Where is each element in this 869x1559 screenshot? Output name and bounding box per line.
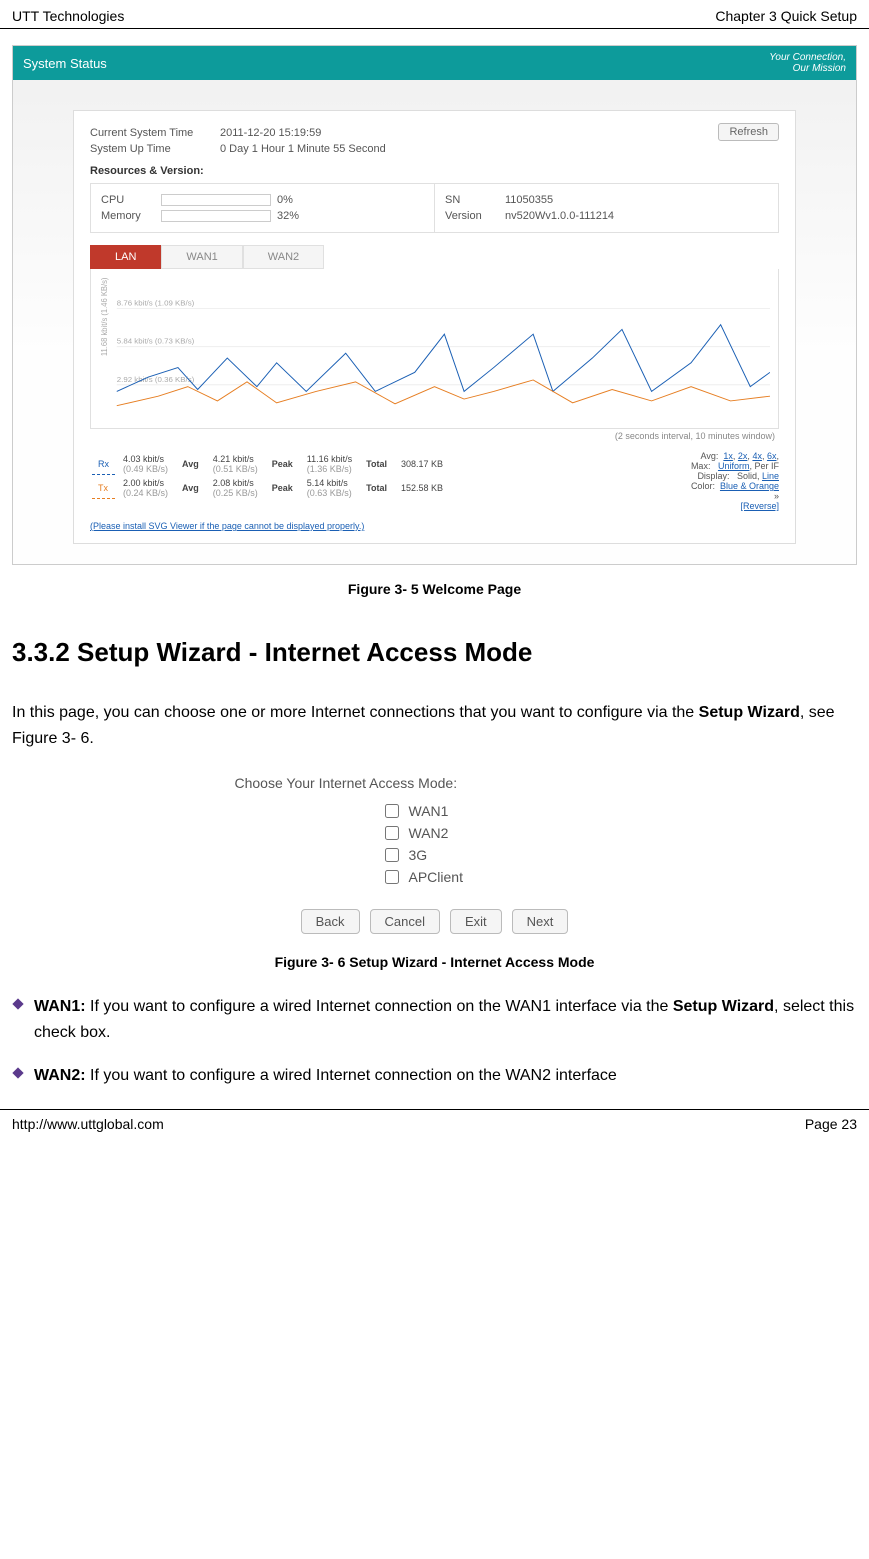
svg-text:5.84 kbit/s (0.73 KB/s): 5.84 kbit/s (0.73 KB/s): [117, 337, 195, 346]
titlebar-left: System Status: [23, 56, 107, 71]
figure-3-6-caption: Figure 3- 6 Setup Wizard - Internet Acce…: [0, 954, 869, 970]
rx-label: Rx: [92, 453, 115, 475]
sn-label: SN: [445, 194, 505, 206]
status-panel: Refresh Current System Time 2011-12-20 1…: [73, 110, 796, 544]
traffic-chart: 11.68 kbit/s (1.46 KB/s) > 8.76 kbit/s (…: [90, 269, 779, 429]
current-time-label: Current System Time: [90, 127, 220, 139]
svg-viewer-note[interactable]: (Please install SVG Viewer if the page c…: [90, 521, 779, 531]
version-label: Version: [445, 210, 505, 222]
uptime-label: System Up Time: [90, 143, 220, 155]
exit-button[interactable]: Exit: [450, 909, 502, 934]
resources-title: Resources & Version:: [90, 165, 779, 177]
current-time-value: 2011-12-20 15:19:59: [220, 127, 321, 139]
cpu-label: CPU: [101, 194, 161, 206]
tx-label: Tx: [92, 477, 115, 499]
cpu-pct: 0%: [277, 194, 293, 206]
page-header: UTT Technologies Chapter 3 Quick Setup: [0, 0, 869, 29]
tab-wan1[interactable]: WAN1: [161, 245, 242, 269]
wizard-screenshot: Choose Your Internet Access Mode: WAN1 W…: [235, 775, 635, 934]
system-status-titlebar: System Status Your Connection, Our Missi…: [13, 46, 856, 80]
stats-row: Rx 4.03 kbit/s(0.49 KB/s) Avg 4.21 kbit/…: [90, 451, 779, 511]
figure-3-5-caption: Figure 3- 5 Welcome Page: [0, 581, 869, 597]
titlebar-right: Your Connection, Our Mission: [769, 52, 846, 74]
wan2-checkbox[interactable]: [385, 826, 399, 840]
svg-text:11.68 kbit/s (1.46 KB/s) >: 11.68 kbit/s (1.46 KB/s) >: [100, 277, 109, 356]
next-button[interactable]: Next: [512, 909, 569, 934]
3g-label: 3G: [409, 847, 428, 863]
back-button[interactable]: Back: [301, 909, 360, 934]
cpu-bar: [161, 194, 271, 206]
interface-tabs: LAN WAN1 WAN2: [90, 245, 779, 269]
welcome-page-screenshot: System Status Your Connection, Our Missi…: [12, 45, 857, 565]
apclient-checkbox[interactable]: [385, 870, 399, 884]
resources-grid: CPU 0% Memory 32% SN 11050355 Version nv: [90, 183, 779, 233]
version-value: nv520Wv1.0.0-111214: [505, 210, 614, 222]
tab-lan[interactable]: LAN: [90, 245, 161, 269]
3g-checkbox[interactable]: [385, 848, 399, 862]
svg-text:2.92 kbit/s (0.36 KB/s): 2.92 kbit/s (0.36 KB/s): [117, 375, 195, 384]
header-left: UTT Technologies: [12, 8, 124, 24]
intro-paragraph: In this page, you can choose one or more…: [12, 700, 857, 751]
diamond-icon: [12, 1067, 24, 1089]
bullet-wan2: WAN2: If you want to configure a wired I…: [12, 1063, 857, 1089]
diamond-icon: [12, 998, 24, 1045]
header-right: Chapter 3 Quick Setup: [715, 8, 857, 24]
wan1-checkbox[interactable]: [385, 804, 399, 818]
chart-options: Avg: 1x, 2x, 4x, 6x, Max: Uniform, Per I…: [691, 451, 779, 511]
mem-bar: [161, 210, 271, 222]
wizard-title: Choose Your Internet Access Mode:: [235, 775, 635, 791]
sn-value: 11050355: [505, 194, 553, 206]
mem-label: Memory: [101, 210, 161, 222]
bullet-wan1: WAN1: If you want to configure a wired I…: [12, 994, 857, 1045]
chart-footer: (2 seconds interval, 10 minutes window): [90, 429, 779, 443]
refresh-button[interactable]: Refresh: [718, 123, 779, 141]
svg-text:8.76 kbit/s (1.09 KB/s): 8.76 kbit/s (1.09 KB/s): [117, 299, 195, 308]
cancel-button[interactable]: Cancel: [370, 909, 440, 934]
tab-wan2[interactable]: WAN2: [243, 245, 324, 269]
section-heading: 3.3.2 Setup Wizard - Internet Access Mod…: [12, 637, 857, 668]
footer-url[interactable]: http://www.uttglobal.com: [12, 1116, 164, 1132]
footer-page: Page 23: [805, 1116, 857, 1132]
page-footer: http://www.uttglobal.com Page 23: [0, 1109, 869, 1138]
mem-pct: 32%: [277, 210, 299, 222]
apclient-label: APClient: [409, 869, 463, 885]
wan2-label: WAN2: [409, 825, 449, 841]
uptime-value: 0 Day 1 Hour 1 Minute 55 Second: [220, 143, 386, 155]
wan1-label: WAN1: [409, 803, 449, 819]
